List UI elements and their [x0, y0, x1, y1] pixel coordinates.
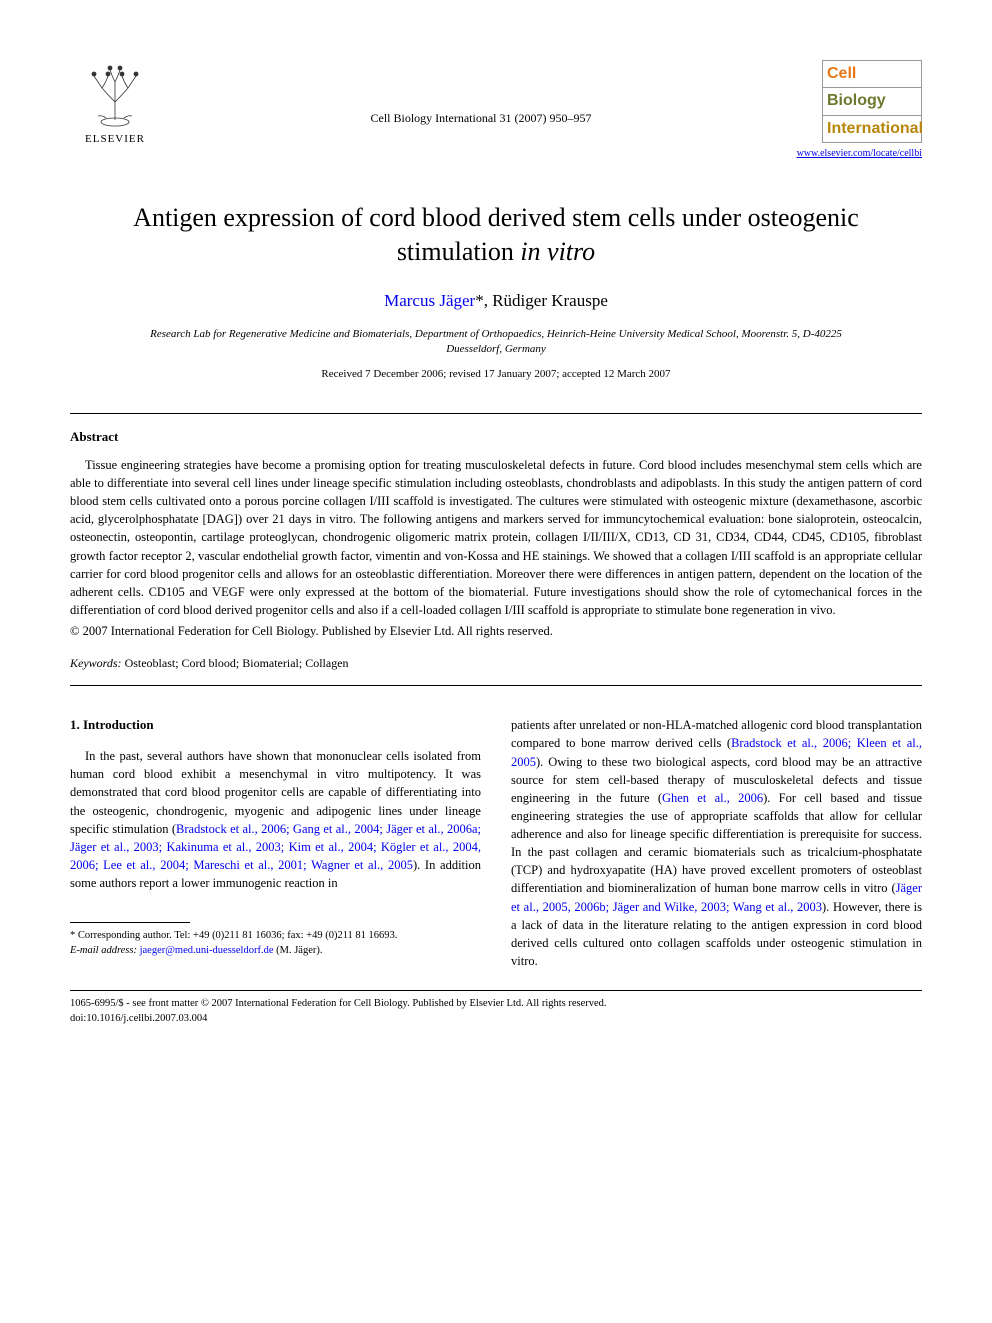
- front-matter-line1: 1065-6995/$ - see front matter © 2007 In…: [70, 997, 922, 1012]
- keywords-text: Osteoblast; Cord blood; Biomaterial; Col…: [122, 656, 349, 670]
- body-columns: 1. Introduction In the past, several aut…: [70, 716, 922, 970]
- rule-top: [70, 413, 922, 414]
- journal-logo: Cell Biology International www.elsevier.…: [802, 60, 922, 161]
- journal-logo-line1: Cell: [823, 61, 921, 88]
- doi: doi:10.1016/j.cellbi.2007.03.004: [70, 1012, 922, 1027]
- elsevier-tree-icon: [80, 60, 150, 130]
- author-1-mark: *: [475, 291, 484, 310]
- abstract-copyright: © 2007 International Federation for Cell…: [70, 623, 922, 641]
- abstract-heading: Abstract: [70, 428, 922, 446]
- email-footnote: E-mail address: jaeger@med.uni-duesseldo…: [70, 944, 481, 959]
- email-post: (M. Jäger).: [273, 945, 322, 956]
- journal-reference: Cell Biology International 31 (2007) 950…: [160, 60, 802, 127]
- authors: Marcus Jäger*, Rüdiger Krauspe: [70, 289, 922, 313]
- email-link[interactable]: jaeger@med.uni-duesseldorf.de: [140, 945, 274, 956]
- title-text: Antigen expression of cord blood derived…: [133, 203, 859, 266]
- affiliation: Research Lab for Regenerative Medicine a…: [130, 327, 862, 358]
- journal-logo-box: Cell Biology International: [822, 60, 922, 143]
- email-label: E-mail address:: [70, 945, 140, 956]
- intro-c2-cite2[interactable]: Ghen et al., 2006: [662, 791, 763, 805]
- intro-c2-mid2: ). For cell based and tissue engineering…: [511, 791, 922, 896]
- journal-url-link[interactable]: www.elsevier.com/locate/cellbi: [797, 147, 922, 161]
- abstract-body: Tissue engineering strategies have becom…: [70, 456, 922, 619]
- journal-logo-line2: Biology: [823, 88, 921, 115]
- publisher-name: ELSEVIER: [85, 132, 145, 147]
- intro-para-left: In the past, several authors have shown …: [70, 747, 481, 892]
- keywords-label: Keywords:: [70, 656, 122, 670]
- left-column: 1. Introduction In the past, several aut…: [70, 716, 481, 970]
- author-1-link[interactable]: Marcus Jäger: [384, 291, 475, 310]
- article-title: Antigen expression of cord blood derived…: [130, 201, 862, 269]
- corresponding-author-footnote: * Corresponding author. Tel: +49 (0)211 …: [70, 929, 481, 944]
- keywords: Keywords: Osteoblast; Cord blood; Biomat…: [70, 655, 922, 672]
- front-matter-info: 1065-6995/$ - see front matter © 2007 In…: [70, 990, 922, 1026]
- rule-bottom: [70, 685, 922, 686]
- author-sep: ,: [484, 291, 493, 310]
- publisher-logo: ELSEVIER: [70, 60, 160, 147]
- author-2: Rüdiger Krauspe: [492, 291, 608, 310]
- right-column: patients after unrelated or non-HLA-matc…: [511, 716, 922, 970]
- article-dates: Received 7 December 2006; revised 17 Jan…: [70, 367, 922, 382]
- header: ELSEVIER Cell Biology International 31 (…: [70, 60, 922, 161]
- intro-para-right: patients after unrelated or non-HLA-matc…: [511, 716, 922, 970]
- footnote-rule: [70, 922, 190, 923]
- intro-heading: 1. Introduction: [70, 716, 481, 735]
- journal-logo-line3: International: [823, 116, 921, 142]
